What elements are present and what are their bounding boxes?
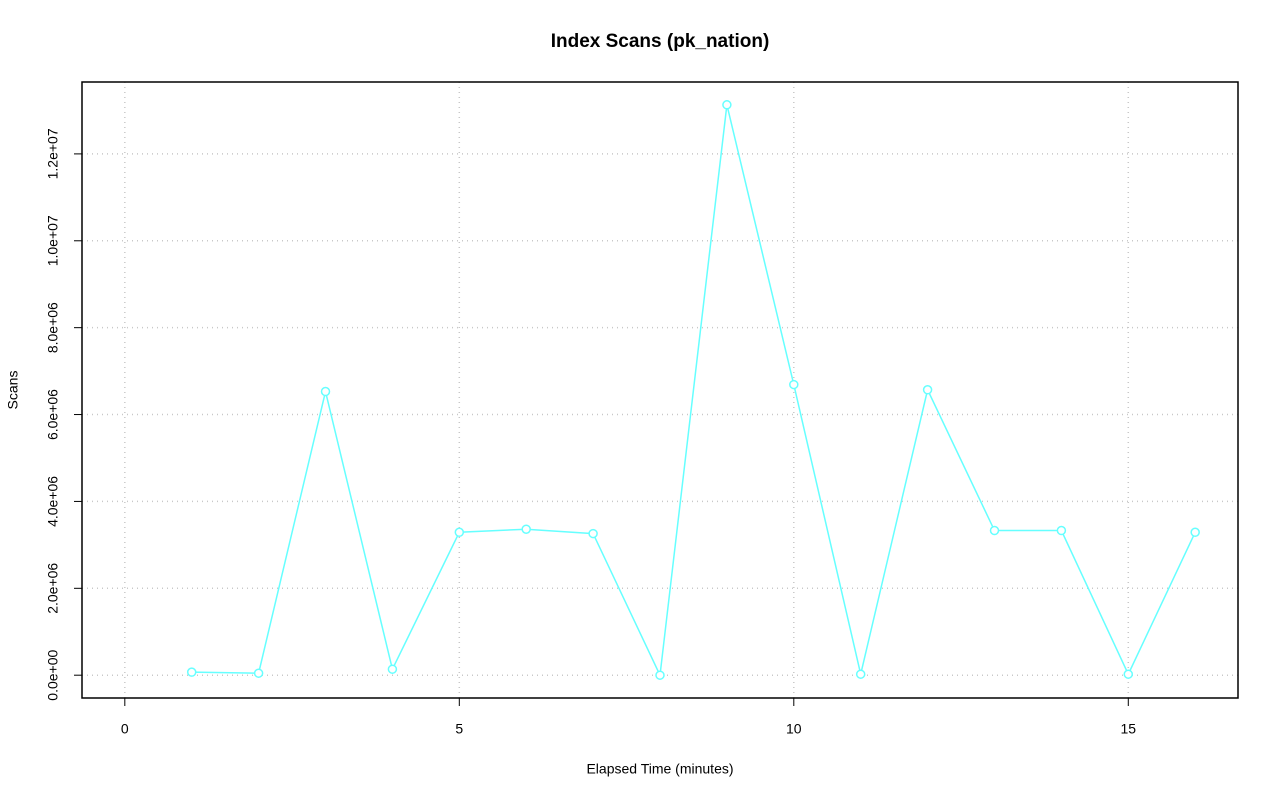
y-tick-label: 2.0e+06	[45, 563, 61, 614]
x-tick-label: 0	[121, 721, 129, 737]
point	[588, 528, 598, 539]
point	[454, 527, 465, 538]
point	[521, 524, 531, 534]
point	[387, 664, 398, 674]
x-tick-label: 15	[1120, 721, 1136, 737]
point	[186, 667, 197, 677]
point	[320, 386, 331, 397]
plot-frame	[81, 81, 1239, 699]
x-tick-label: 10	[786, 721, 802, 737]
y-tick-label: 8.0e+06	[45, 302, 61, 353]
y-tick-label: 4.0e+06	[45, 476, 61, 527]
point	[1123, 669, 1134, 679]
point	[1190, 527, 1200, 538]
y-tick-label: 6.0e+06	[45, 389, 61, 440]
point	[855, 669, 866, 679]
point	[922, 385, 933, 395]
y-tick-label: 0.0e+00	[45, 649, 61, 700]
point	[655, 670, 665, 680]
y-axis-label: Scans	[5, 371, 21, 410]
y-tick-label: 1.0e+07	[45, 215, 61, 266]
chart-title: Index Scans (pk_nation)	[551, 31, 770, 52]
point	[1056, 525, 1067, 536]
x-tick-label: 5	[455, 721, 463, 737]
point	[989, 525, 1000, 536]
point	[789, 379, 799, 390]
x-axis-label: Elapsed Time (minutes)	[586, 761, 733, 777]
y-tick-label: 1.2e+07	[45, 128, 61, 179]
point	[722, 100, 732, 110]
point	[253, 668, 264, 678]
series-line	[191, 104, 1196, 678]
